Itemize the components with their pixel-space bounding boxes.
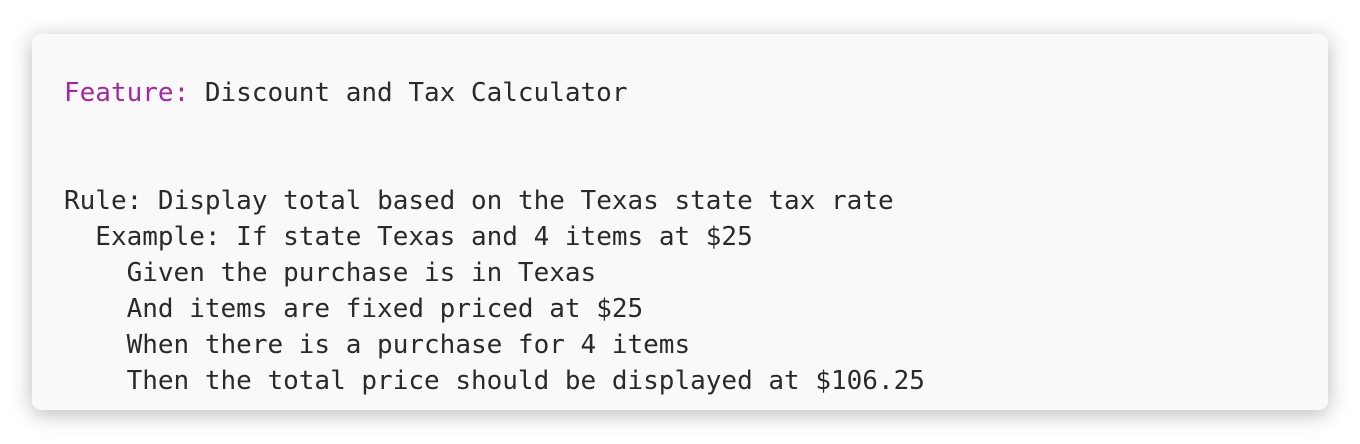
code-line: Example: If state Texas and 4 items at $… [95, 222, 753, 252]
code-block: Feature: Discount and Tax Calculator Rule… [32, 34, 1328, 410]
code-line: When there is a purchase for 4 items [126, 330, 691, 360]
keyword: Feature: [64, 78, 190, 108]
feature-name: Discount and Tax Calculator [204, 78, 628, 108]
code-line: Then the total price should be displayed… [126, 366, 925, 396]
code-line: And items are fixed priced at $25 [126, 294, 644, 324]
feature-line: Feature: Discount and Tax Calculator [64, 75, 627, 111]
code-line: Rule: Display total based on the Texas s… [64, 186, 894, 216]
code-line: Given the purchase is in Texas [126, 258, 597, 288]
